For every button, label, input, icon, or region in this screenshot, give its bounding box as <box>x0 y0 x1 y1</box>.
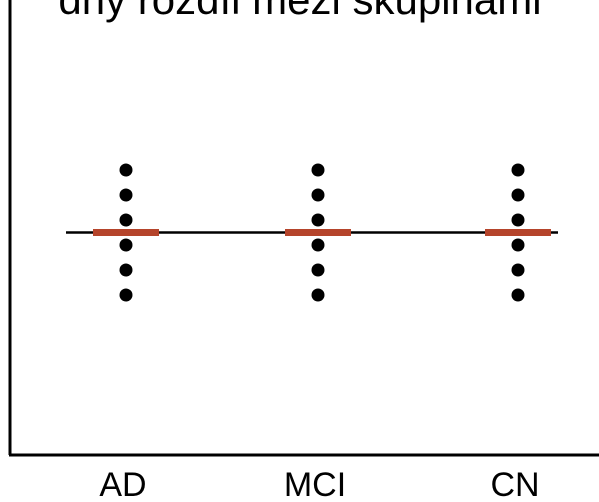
data-point-ad-2 <box>119 263 133 277</box>
x-tick-label-cn: CN <box>490 466 539 502</box>
x-tick-labels: AD MCI CN <box>99 466 539 502</box>
data-point-mci-3 <box>311 238 325 252</box>
data-point-ad-1 <box>119 288 133 302</box>
data-point-ad-6 <box>119 163 133 177</box>
chart-title: dný rozdíl mezi skupinami <box>58 0 541 23</box>
data-point-cn-2 <box>511 263 525 277</box>
data-point-cn-1 <box>511 288 525 302</box>
data-point-ad-4 <box>119 213 133 227</box>
data-point-mci-1 <box>311 288 325 302</box>
points-layer <box>119 163 525 302</box>
data-point-mci-2 <box>311 263 325 277</box>
data-point-mci-4 <box>311 213 325 227</box>
data-point-mci-6 <box>311 163 325 177</box>
data-point-cn-4 <box>511 213 525 227</box>
data-point-ad-3 <box>119 238 133 252</box>
data-point-cn-6 <box>511 163 525 177</box>
data-point-ad-5 <box>119 188 133 202</box>
mean-bar-cn <box>485 229 551 236</box>
data-point-mci-5 <box>311 188 325 202</box>
data-point-cn-5 <box>511 188 525 202</box>
mean-bars-layer <box>93 229 551 236</box>
x-tick-label-ad: AD <box>99 466 146 502</box>
axes <box>8 0 599 457</box>
mean-bar-ad <box>93 229 159 236</box>
x-tick-label-mci: MCI <box>284 466 346 502</box>
mean-bar-mci <box>285 229 351 236</box>
data-point-cn-3 <box>511 238 525 252</box>
